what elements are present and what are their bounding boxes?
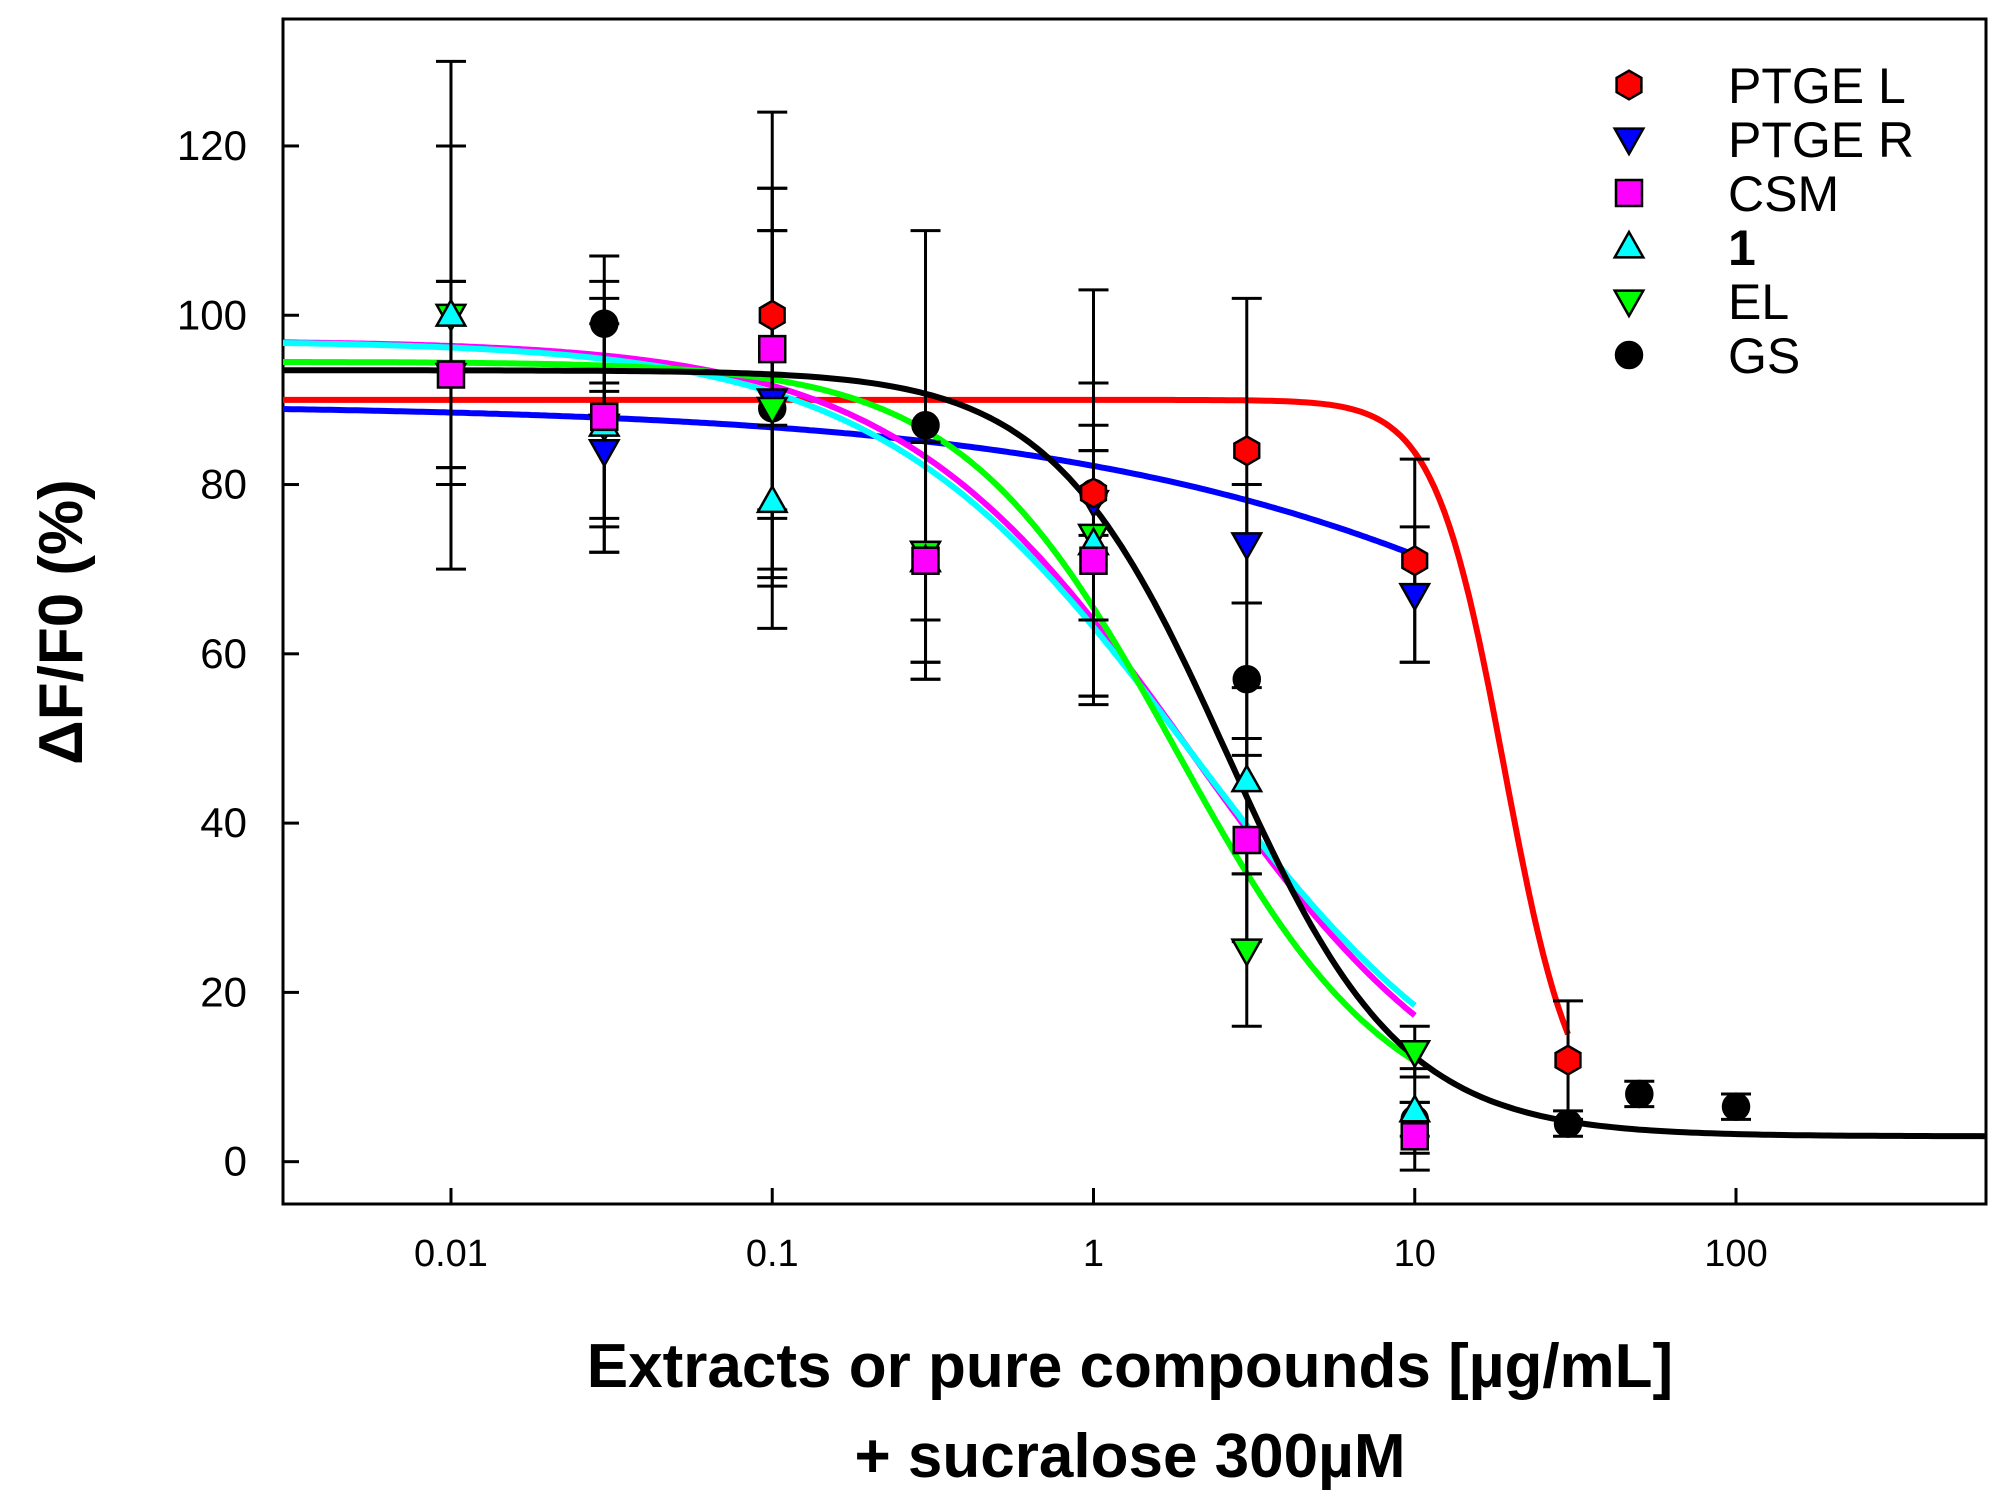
point-s2-p1 bbox=[590, 402, 619, 432]
fit-curve-5 bbox=[283, 367, 1987, 1140]
legend-item-4: EL bbox=[1612, 274, 1789, 330]
point-s3-p2 bbox=[755, 483, 789, 514]
point-s0-p3 bbox=[1401, 544, 1429, 577]
point-s2-p2 bbox=[757, 334, 787, 364]
point-s4-p6 bbox=[1398, 1039, 1432, 1070]
legend-label-2: CSM bbox=[1728, 166, 1839, 222]
x-tick-label-1: 1 bbox=[1083, 1233, 1104, 1275]
point-s1-p5 bbox=[1230, 532, 1264, 562]
legend-item-1: PTGE R bbox=[1612, 112, 1914, 168]
y-tick-label-0: 0 bbox=[224, 1138, 247, 1185]
point-s4-p5 bbox=[1230, 938, 1264, 968]
point-s1-p6 bbox=[1398, 582, 1432, 613]
y-tick-label-100: 100 bbox=[177, 291, 247, 338]
legend-item-3: 1 bbox=[1612, 220, 1756, 276]
point-s4-p2 bbox=[755, 396, 789, 426]
x-axis-title-line-1: Extracts or pure compounds [µg/mL] bbox=[587, 1332, 1673, 1401]
legend-marker-5 bbox=[1614, 340, 1644, 370]
x-axis-ticks: 0.01 0.1 1 10 100 bbox=[414, 1188, 1768, 1275]
error-bars bbox=[435, 59, 1752, 1172]
data-markers bbox=[434, 297, 1751, 1151]
legend-marker-3 bbox=[1612, 229, 1646, 259]
legend-marker-4 bbox=[1612, 289, 1646, 319]
legend-label-5: GS bbox=[1728, 328, 1800, 384]
point-s5-p4 bbox=[1232, 664, 1262, 694]
point-s2-p5 bbox=[1232, 825, 1262, 855]
legend-marker-1 bbox=[1612, 127, 1646, 157]
legend-item-5: GS bbox=[1614, 328, 1800, 384]
point-s5-p7 bbox=[1625, 1079, 1654, 1109]
point-s3-p6 bbox=[1398, 1093, 1432, 1123]
point-s2-p4 bbox=[1079, 546, 1108, 575]
point-s0-p0 bbox=[758, 299, 786, 332]
x-tick-label-10: 10 bbox=[1394, 1233, 1436, 1275]
point-s5-p2 bbox=[911, 411, 940, 440]
point-s5-p0 bbox=[590, 309, 619, 338]
point-s0-p2 bbox=[1233, 434, 1261, 467]
point-s2-p3 bbox=[911, 546, 940, 575]
fit-curve-1 bbox=[282, 406, 1416, 558]
x-tick-label-0.1: 0.1 bbox=[746, 1233, 799, 1275]
point-s2-p0 bbox=[436, 360, 466, 389]
legend-marker-2 bbox=[1614, 178, 1644, 208]
legend-label-3: 1 bbox=[1728, 220, 1756, 276]
y-axis-ticks: 0 20 40 60 80 100 120 bbox=[177, 122, 299, 1185]
x-tick-label-100: 100 bbox=[1704, 1233, 1767, 1275]
legend-item-2: CSM bbox=[1614, 166, 1839, 222]
point-s0-p4 bbox=[1554, 1044, 1582, 1076]
point-s5-p8 bbox=[1721, 1092, 1751, 1121]
plot-frame bbox=[281, 17, 1988, 1206]
y-axis-title: ΔF/F0 (%) bbox=[27, 479, 96, 765]
y-tick-label-80: 80 bbox=[200, 461, 247, 508]
legend-label-1: PTGE R bbox=[1728, 112, 1914, 168]
point-s3-p0 bbox=[434, 297, 468, 327]
y-tick-label-20: 20 bbox=[200, 968, 247, 1015]
fit-curve-3 bbox=[282, 340, 1417, 1008]
y-tick-label-40: 40 bbox=[200, 799, 247, 846]
fit-curve-4 bbox=[283, 359, 1417, 1064]
point-s0-p1 bbox=[1079, 477, 1108, 509]
fit-curves bbox=[282, 339, 1987, 1140]
legend-label-0: PTGE L bbox=[1728, 58, 1906, 114]
y-tick-label-120: 120 bbox=[177, 122, 247, 169]
legend-marker-0 bbox=[1615, 69, 1643, 101]
y-tick-label-60: 60 bbox=[200, 630, 247, 677]
x-tick-label-0.01: 0.01 bbox=[414, 1233, 488, 1275]
legend-item-0: PTGE L bbox=[1615, 58, 1906, 114]
point-s1-p1 bbox=[587, 439, 621, 469]
x-axis-title-line-2: + sucralose 300µM bbox=[855, 1422, 1406, 1491]
point-s2-p6 bbox=[1400, 1122, 1430, 1151]
point-s3-p5 bbox=[1230, 763, 1264, 793]
point-s5-p6 bbox=[1553, 1109, 1583, 1138]
legend-label-4: EL bbox=[1728, 274, 1789, 330]
